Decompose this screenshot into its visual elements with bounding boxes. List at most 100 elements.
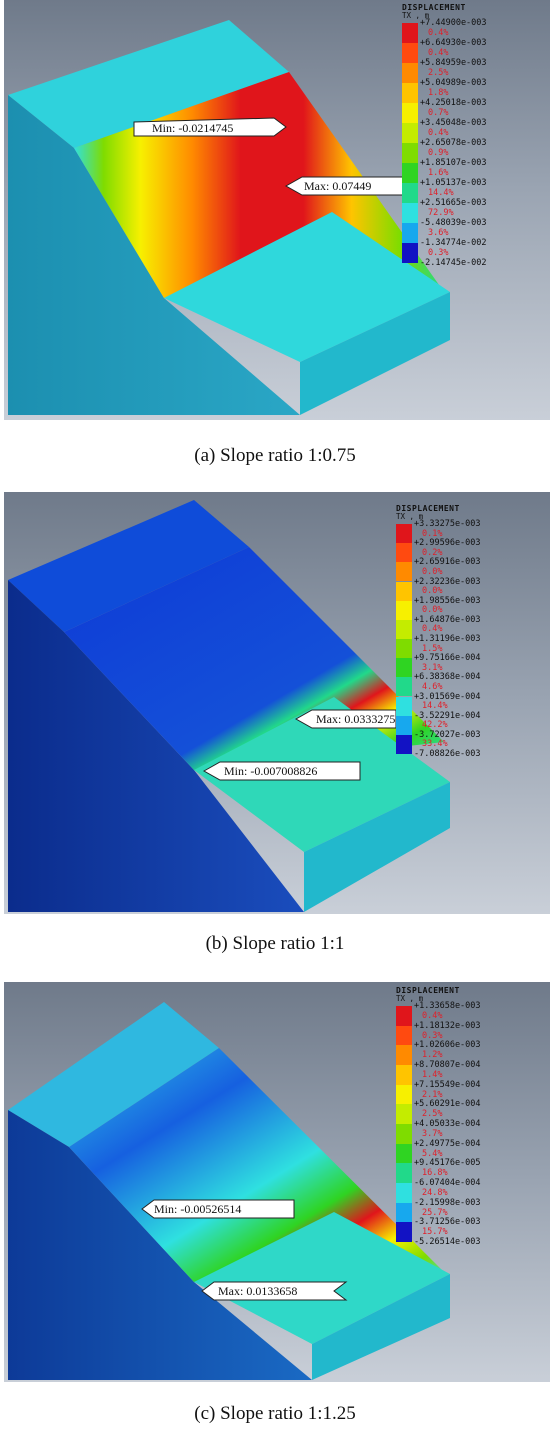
legend-percent: 0.2% — [422, 547, 443, 558]
legend-tick-label: +2.99596e-003 — [414, 538, 481, 549]
min-label: Min: -0.0214745 — [152, 121, 234, 135]
legend-tick-label: +2.49775e-004 — [414, 1138, 481, 1149]
min-callout-box — [133, 117, 287, 137]
legend-swatch — [402, 203, 418, 223]
legend-percent: 16.8% — [422, 1168, 448, 1179]
legend-tick-label: +2.32236e-003 — [414, 576, 481, 587]
legend-tick-label: +4.25018e-003 — [420, 98, 487, 108]
legend-swatch — [402, 123, 418, 143]
legend-swatch — [396, 619, 412, 639]
legend-tick-label: +7.15549e-004 — [414, 1079, 481, 1090]
legend-tick-label: -7.08826e-003 — [414, 749, 481, 759]
min-label: Min: -0.007008826 — [224, 764, 318, 778]
min-callout-box — [141, 1199, 295, 1219]
legend-tick-label: +3.01569e-004 — [414, 691, 481, 702]
panel-b-contour-plot: Max: 0.0333275 Min: -0.007008826 DISPLAC… — [4, 492, 550, 914]
legend-tick-label: +6.38368e-004 — [414, 672, 481, 683]
legend-percent: 33.4% — [422, 739, 448, 750]
legend-swatch — [396, 1183, 412, 1203]
left-face — [8, 1110, 312, 1380]
legend-swatch — [402, 143, 418, 163]
legend-tick-label: +4.05033e-004 — [414, 1119, 481, 1129]
legend-percent: 0.1% — [422, 528, 443, 539]
legend-b: DISPLACEMENT TX , m 0.1% 0.2% 0.0% 0.0% 0.0%… — [396, 504, 544, 759]
legend-percent: 0.0% — [422, 586, 443, 597]
legend-swatch — [402, 103, 418, 123]
legend-percent: 1.8% — [428, 88, 449, 98]
legend-swatch — [396, 1222, 412, 1242]
toe-surface — [164, 212, 450, 362]
legend-percent: 3.1% — [422, 662, 443, 673]
legend-swatch — [396, 696, 412, 716]
legend-tick-label: +3.33275e-003 — [414, 519, 481, 529]
legend-swatch — [396, 677, 412, 697]
max-label: Max: 0.0333275 — [316, 712, 396, 726]
legend-percent: 25.7% — [422, 1207, 448, 1218]
legend-swatch — [402, 183, 418, 203]
caption-a: (a) Slope ratio 1:0.75 — [194, 445, 356, 466]
legend-swatch — [396, 581, 412, 601]
min-label: Min: -0.00526514 — [154, 1202, 242, 1216]
legend-unit: TX , m — [402, 11, 430, 20]
legend-a: DISPLACEMENT TX , m 0.4% 0.4% 2.5% 1.8% 0.7%… — [402, 3, 550, 268]
legend-title: DISPLACEMENT — [396, 986, 460, 995]
legend-swatch — [396, 1006, 412, 1026]
legend-swatch — [396, 1045, 412, 1065]
legend-percent: 1.2% — [422, 1050, 443, 1061]
legend-title: DISPLACEMENT — [396, 504, 460, 513]
legend-swatch — [402, 163, 418, 183]
front-face — [312, 1274, 450, 1380]
left-face — [8, 580, 304, 912]
legend-tick-label: +8.70807e-004 — [414, 1060, 481, 1070]
legend-swatch — [396, 600, 412, 620]
legend-swatch — [396, 1025, 412, 1046]
legend-swatch — [396, 658, 412, 678]
legend-swatch — [396, 1104, 412, 1124]
legend-swatch — [396, 562, 412, 582]
legend-percent: 1.4% — [422, 1069, 443, 1080]
legend-swatch — [396, 1084, 412, 1105]
legend-percent: 42.2% — [422, 720, 448, 731]
legend-swatch — [402, 223, 418, 243]
legend-swatch — [396, 1124, 412, 1144]
legend-tick-label: +1.31196e-003 — [414, 634, 481, 644]
legend-tick-label: +1.85107e-003 — [420, 158, 487, 168]
legend-tick-label: +3.45048e-003 — [420, 118, 487, 128]
legend-swatch — [396, 715, 412, 735]
legend-tick-label: -3.71256e-003 — [414, 1217, 481, 1228]
legend-swatch — [396, 524, 412, 544]
legend-tick-label: +5.60291e-004 — [414, 1099, 481, 1110]
legend-percent: 3.7% — [422, 1128, 443, 1139]
legend-swatch — [402, 243, 418, 263]
legend-percent: 3.6% — [428, 228, 449, 238]
legend-percent: 2.5% — [422, 1109, 443, 1120]
legend-swatch — [402, 63, 418, 83]
legend-swatch — [396, 543, 412, 563]
legend-swatch — [396, 1163, 412, 1183]
legend-tick-label: +1.18132e-003 — [414, 1020, 481, 1031]
legend-tick-label: +1.98556e-003 — [414, 595, 481, 606]
legend-percent: 14.4% — [422, 701, 448, 712]
legend-tick-label: +2.65078e-003 — [420, 138, 487, 148]
legend-percent: 0.4% — [422, 1010, 443, 1021]
legend-title: DISPLACEMENT — [402, 3, 466, 12]
legend-tick-label: +9.75166e-004 — [414, 653, 481, 664]
legend-percent: 2.1% — [422, 1089, 443, 1100]
legend-percent: 0.4% — [428, 28, 449, 38]
legend-percent: 0.4% — [422, 624, 443, 635]
legend-percent: 14.4% — [428, 188, 454, 198]
legend-tick-label: -5.48039e-003 — [420, 218, 487, 228]
legend-tick-label: -2.15998e-003 — [414, 1197, 481, 1208]
model-a-render — [4, 0, 550, 420]
crest-surface — [8, 1002, 219, 1147]
caption-c: (c) Slope ratio 1:1.25 — [194, 1403, 356, 1424]
legend-swatch — [402, 83, 418, 103]
legend-tick-label: +1.64876e-003 — [414, 614, 481, 625]
caption-b: (b) Slope ratio 1:1 — [205, 933, 345, 954]
legend-percent: 15.7% — [422, 1227, 448, 1238]
crest-surface — [8, 20, 289, 148]
crest-surface — [8, 500, 249, 632]
max-label: Max: 0.0133658 — [218, 1284, 298, 1298]
toe-surface — [194, 1212, 450, 1344]
front-face — [304, 782, 450, 912]
